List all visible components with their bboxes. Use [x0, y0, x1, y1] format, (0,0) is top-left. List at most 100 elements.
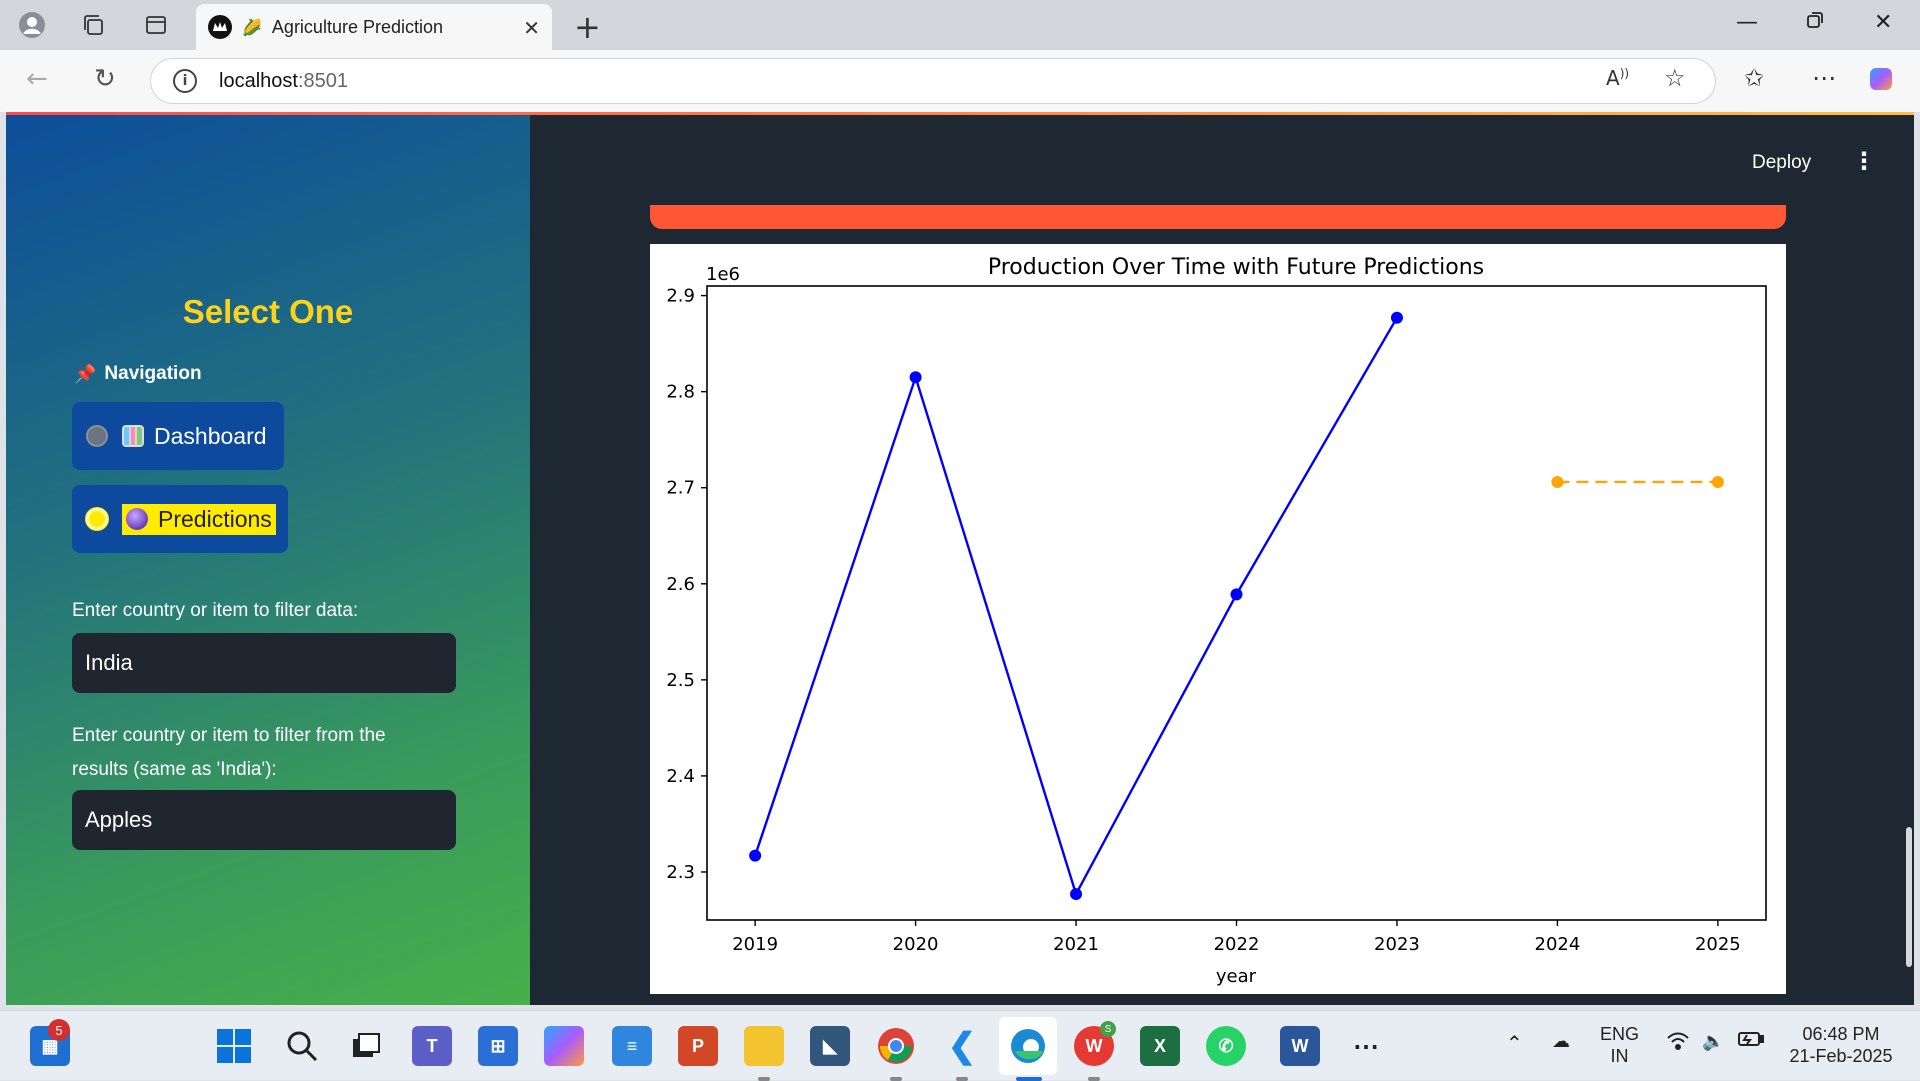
y-tick-label: 2.4: [666, 766, 695, 787]
production-chart: Production Over Time with Future Predict…: [650, 244, 1786, 994]
y-tick-label: 2.5: [666, 670, 695, 691]
favorites-icon[interactable]: ✩: [1744, 64, 1765, 92]
bar-chart-icon: [122, 425, 144, 447]
favorite-star-icon[interactable]: ☆: [1664, 64, 1686, 92]
crystal-ball-icon: [126, 508, 148, 530]
filter-results-input[interactable]: [72, 790, 456, 850]
chrome-icon[interactable]: [876, 1026, 916, 1066]
data-point-actual: [1390, 311, 1403, 324]
data-point-actual: [749, 849, 762, 862]
windows-taskbar: ▦ 5 T ⊞ ≡ P ◣ ❮ W S X ✆ W ⋯ ⌃ ☁ ENG IN 🔈…: [0, 1010, 1920, 1081]
corn-icon: 🌽: [242, 17, 262, 37]
x-tick-label: 2022: [1214, 934, 1260, 955]
copilot-taskbar-icon[interactable]: [544, 1026, 584, 1066]
chart-title: Production Over Time with Future Predict…: [988, 255, 1484, 280]
x-tick-label: 2019: [732, 934, 778, 955]
onedrive-icon[interactable]: ☁: [1552, 1031, 1570, 1051]
chart-svg: Production Over Time with Future Predict…: [666, 255, 1767, 987]
navigation-label: 📌 Navigation: [74, 363, 202, 385]
edge-icon[interactable]: [1008, 1026, 1048, 1066]
data-point-predicted: [1711, 475, 1724, 488]
accent-banner: [650, 205, 1786, 229]
notepad-icon[interactable]: ≡: [612, 1026, 652, 1066]
y-axis-offset-label: 1e6: [706, 264, 740, 285]
navigation-label-text: Navigation: [104, 363, 202, 384]
filter-data-label: Enter country or item to filter data:: [72, 600, 359, 621]
refresh-icon[interactable]: ↻: [94, 64, 116, 94]
new-tab-icon[interactable]: +: [574, 8, 601, 46]
wifi-icon[interactable]: [1666, 1031, 1690, 1056]
url-input[interactable]: i localhost:8501: [150, 58, 1716, 104]
clock-time: 06:48 PM: [1802, 1024, 1880, 1044]
task-view-icon[interactable]: [346, 1026, 386, 1066]
powerpoint-icon[interactable]: P: [678, 1026, 718, 1066]
region-code: IN: [1610, 1046, 1629, 1066]
main-menu-icon[interactable]: ⋮: [1852, 147, 1876, 175]
radio-option-dashboard[interactable]: Dashboard: [72, 402, 284, 470]
language-indicator[interactable]: ENG IN: [1600, 1023, 1639, 1067]
close-tab-icon[interactable]: ✕: [523, 16, 540, 40]
excel-icon[interactable]: X: [1140, 1026, 1180, 1066]
x-axis-label: year: [1216, 966, 1257, 987]
radio-button-unselected[interactable]: [86, 425, 108, 447]
more-options-icon[interactable]: ⋯: [1812, 64, 1836, 92]
url-port: :8501: [297, 69, 348, 92]
restore-icon[interactable]: [1806, 10, 1824, 35]
close-window-icon[interactable]: ✕: [1874, 10, 1893, 35]
battery-icon[interactable]: [1738, 1031, 1764, 1052]
page-scrollbar[interactable]: [1906, 827, 1912, 967]
teams-icon[interactable]: T: [412, 1026, 452, 1066]
more-apps-icon[interactable]: ⋯: [1353, 1030, 1379, 1061]
app-top-decoration: [6, 112, 1914, 115]
y-tick-label: 2.3: [666, 862, 695, 883]
back-icon[interactable]: ←: [26, 64, 48, 94]
tab-actions-icon[interactable]: [141, 10, 171, 40]
filter-data-input[interactable]: [72, 633, 456, 693]
word-icon[interactable]: W: [1280, 1026, 1320, 1066]
url-text: localhost:8501: [219, 70, 348, 93]
file-explorer-icon[interactable]: [744, 1026, 784, 1066]
read-aloud-icon[interactable]: A)): [1606, 66, 1630, 90]
chrome-running-indicator: [890, 1077, 902, 1081]
store-icon[interactable]: ⊞: [478, 1026, 518, 1066]
clock[interactable]: 06:48 PM 21-Feb-2025: [1776, 1023, 1906, 1067]
notification-badge: 5: [48, 1019, 70, 1041]
x-axis: 2019 2020 2021 2022 2023 2024 2025: [732, 920, 1741, 955]
radio-button-selected[interactable]: [86, 508, 108, 530]
y-tick-label: 2.7: [666, 478, 695, 499]
radio-option-predictions[interactable]: Predictions: [72, 485, 288, 553]
filter-results-label-line1: Enter country or item to filter from the: [72, 725, 386, 746]
language-code: ENG: [1600, 1024, 1640, 1044]
show-hidden-icons[interactable]: ⌃: [1506, 1033, 1523, 1055]
mysql-workbench-icon[interactable]: ◣: [810, 1026, 850, 1066]
x-tick-label: 2024: [1535, 934, 1581, 955]
profile-icon[interactable]: [17, 10, 47, 40]
tab-title: Agriculture Prediction: [271, 16, 444, 37]
url-host: localhost: [219, 69, 298, 92]
whatsapp-icon[interactable]: ✆: [1206, 1026, 1246, 1066]
active-tab[interactable]: 🌽 Agriculture Prediction ✕: [196, 4, 552, 50]
vscode-icon[interactable]: ❮: [947, 1027, 977, 1065]
data-point-predicted: [1551, 475, 1564, 488]
address-bar-row: ← ↻ i localhost:8501 A)) ☆ ✩ ⋯: [0, 50, 1920, 112]
explorer-running-indicator: [758, 1077, 770, 1081]
search-icon[interactable]: [282, 1026, 322, 1066]
dashboard-label-text: Dashboard: [154, 422, 267, 449]
wps-office-icon[interactable]: W: [1074, 1026, 1114, 1066]
data-point-actual: [909, 371, 922, 384]
filter-results-label: Enter country or item to filter from the…: [72, 719, 472, 787]
pushpin-icon: 📌: [74, 363, 97, 384]
y-axis: 2.3 2.4 2.5 2.6 2.7 2.8 2.9: [666, 286, 707, 883]
copilot-icon[interactable]: [1868, 64, 1898, 100]
plot-frame: [706, 285, 1767, 921]
start-icon[interactable]: [214, 1026, 254, 1066]
y-tick-label: 2.6: [666, 574, 695, 595]
minimize-icon[interactable]: —: [1736, 10, 1758, 35]
workspaces-icon[interactable]: [78, 10, 108, 40]
volume-icon[interactable]: 🔈: [1702, 1031, 1725, 1051]
dashboard-option-label: Dashboard: [122, 423, 267, 450]
main-content: Deploy ⋮ Production Over Time with Futur…: [530, 115, 1914, 1005]
site-info-icon[interactable]: i: [173, 69, 197, 93]
deploy-button[interactable]: Deploy: [1752, 152, 1812, 173]
sidebar-title: Select One: [182, 293, 354, 330]
